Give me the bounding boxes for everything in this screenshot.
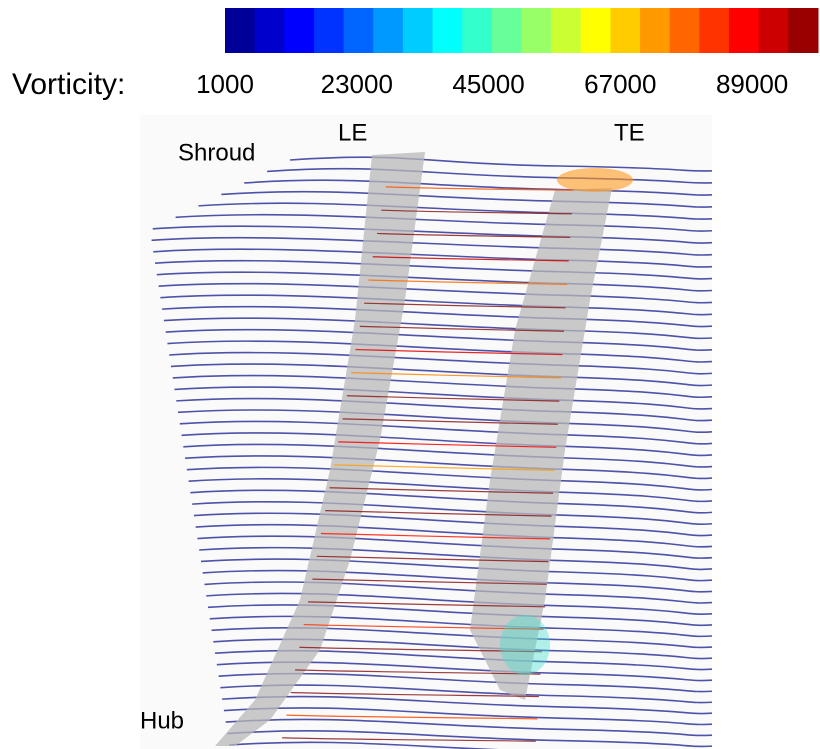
colorbar-band	[462, 8, 493, 53]
blade-streamline	[290, 691, 539, 698]
colorbar-band	[343, 8, 374, 53]
blade-streamline	[320, 532, 550, 540]
colorbar-band	[788, 8, 819, 53]
streamline	[225, 718, 713, 737]
blade-streamline	[377, 232, 571, 238]
colorbar-band	[373, 8, 404, 53]
streamline	[162, 305, 713, 328]
vortex-hub	[500, 615, 550, 675]
colorbar-band	[551, 8, 582, 53]
colorbar-band	[699, 8, 730, 53]
streamline	[160, 294, 713, 316]
blade-streamline	[333, 464, 555, 471]
blade-streamline	[282, 737, 536, 742]
blade-streamline	[359, 325, 565, 332]
colorbar-label: Vorticity:	[12, 68, 125, 101]
blade-streamline	[385, 186, 574, 191]
streamline	[289, 156, 713, 172]
streamline	[267, 167, 713, 184]
streamline	[156, 271, 713, 292]
streamline	[175, 213, 713, 232]
streamline	[244, 179, 713, 196]
blade-streamline	[316, 555, 549, 563]
colorbar-band	[640, 8, 671, 53]
vortex-tip	[557, 168, 633, 192]
colorbar-tick-label: 45000	[452, 69, 524, 99]
blade-streamline	[286, 714, 538, 720]
colorbar-band	[521, 8, 552, 53]
blade-streamline	[381, 209, 572, 215]
blade-streamline	[308, 601, 546, 608]
colorbar-tick-label: 67000	[584, 69, 656, 99]
blade-streamline	[372, 256, 569, 262]
streamline	[223, 707, 713, 726]
streamline	[221, 190, 713, 208]
annotation-le: LE	[338, 119, 367, 146]
plot-background	[140, 115, 712, 749]
colorbar-band	[402, 8, 434, 53]
colorbar-band	[610, 8, 641, 53]
streamline	[155, 259, 713, 280]
streamline	[222, 695, 713, 715]
blade-streamline	[346, 395, 560, 402]
annotation-hub: Hub	[140, 707, 184, 734]
colorbar-tick-label: 23000	[321, 69, 393, 99]
streamline	[227, 730, 713, 748]
blade-streamline	[325, 510, 552, 517]
streamline	[220, 684, 713, 704]
streamline	[152, 225, 713, 244]
annotation-shroud: Shroud	[178, 139, 255, 166]
blade-streamline	[351, 372, 561, 379]
colorbar-band	[254, 8, 285, 53]
blade-streamline	[338, 441, 557, 448]
colorbar: 1000 23000 45000 67000 89000	[196, 8, 819, 99]
blade-streamline	[303, 623, 544, 630]
colorbar-band	[284, 8, 315, 53]
colorbar-band	[313, 8, 345, 53]
blade-streamlines	[282, 186, 574, 742]
streamline	[153, 248, 713, 268]
blade-streamline	[355, 348, 563, 356]
streamline	[158, 282, 713, 304]
colorbar-tick-label: 1000	[196, 69, 254, 99]
blade-streamline	[368, 279, 568, 285]
streamline	[151, 236, 713, 256]
blade-streamline	[312, 578, 547, 585]
blade-streamline	[342, 418, 558, 425]
colorbar-band	[491, 8, 522, 53]
colorbar-band	[729, 8, 760, 53]
blade-trailing	[470, 188, 612, 700]
colorbar-tick-label: 89000	[716, 69, 788, 99]
colorbar-band	[432, 8, 463, 53]
streamline	[198, 202, 713, 220]
colorbar-band	[758, 8, 789, 53]
colorbar-band	[225, 8, 256, 53]
blade-streamline	[299, 646, 543, 653]
blade-leading	[215, 152, 425, 746]
streamline	[229, 741, 498, 749]
blade-streamline	[295, 669, 541, 675]
colorbar-band	[580, 8, 611, 53]
annotation-te: TE	[614, 119, 645, 146]
colorbar-band	[669, 8, 700, 53]
blade-streamline	[364, 302, 566, 309]
blade-streamline	[329, 487, 554, 494]
